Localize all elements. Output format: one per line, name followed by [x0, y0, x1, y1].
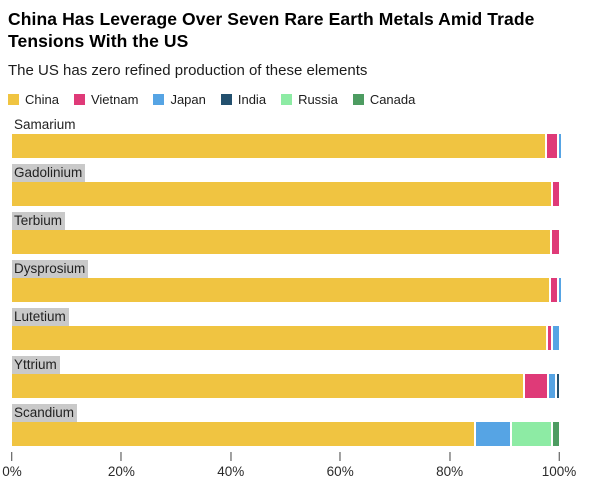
axis-tick-0pct: 0% — [2, 451, 22, 479]
category-label: Lutetium — [12, 307, 69, 326]
bar-row-terbium: Terbium — [8, 211, 590, 254]
legend-label: Russia — [298, 91, 338, 107]
legend-label: Japan — [170, 91, 206, 107]
stacked-bar — [12, 421, 559, 446]
bar-segment-china — [12, 373, 524, 398]
legend-label: Canada — [369, 91, 416, 107]
bar-segment-russia — [511, 421, 551, 446]
legend-item-china: China — [8, 92, 59, 107]
bar-segment-vietnam — [553, 181, 559, 206]
bar-segment-china — [12, 181, 552, 206]
stacked-bar — [12, 325, 559, 350]
tick-label: 100% — [541, 463, 577, 479]
legend-swatch-india — [220, 93, 232, 105]
category-label: Terbium — [12, 211, 66, 230]
legend-label: China — [25, 91, 59, 107]
category-label-line: Terbium — [8, 211, 590, 230]
bar-segment-china — [12, 421, 475, 446]
category-label-line: Scandium — [8, 403, 590, 422]
plot-area: Samarium Gadolinium Terbium Dysprosium Lutet… — [8, 116, 590, 446]
category-label-line: Dysprosium — [8, 259, 590, 278]
bar-segment-vietnam — [551, 277, 558, 302]
tick-mark — [120, 451, 122, 461]
bar-row-scandium: Scandium — [8, 403, 590, 446]
category-label-line: Samarium — [8, 116, 590, 134]
bar-segment-india — [556, 373, 559, 398]
chart-container: China Has Leverage Over Seven Rare Earth… — [2, 9, 590, 484]
bar-segment-japan — [559, 277, 562, 302]
tick-label: 40% — [217, 463, 245, 479]
legend-item-india: India — [220, 91, 267, 107]
axis-tick-60pct: 60% — [326, 451, 354, 479]
legend-swatch-china — [8, 93, 19, 105]
tick-label: 80% — [436, 463, 464, 479]
legend-label: Vietnam — [90, 91, 139, 107]
legend-label: India — [237, 91, 267, 107]
bar-segment-vietnam — [548, 325, 552, 350]
legend-item-russia: Russia — [281, 92, 338, 107]
bar-row-yttrium: Yttrium — [8, 355, 590, 398]
legend-swatch-vietnam — [73, 93, 85, 105]
category-label: Scandium — [12, 403, 78, 422]
tick-mark — [339, 451, 341, 461]
tick-mark — [11, 451, 13, 461]
tick-label: 60% — [326, 463, 354, 479]
tick-mark — [449, 451, 451, 461]
category-label-line: Lutetium — [8, 307, 590, 326]
legend-item-vietnam: Vietnam — [73, 91, 139, 107]
bar-segment-japan — [476, 421, 510, 446]
stacked-bar — [12, 133, 561, 158]
bar-segment-japan — [548, 373, 555, 398]
bar-segment-canada — [552, 421, 559, 446]
chart-subtitle: The US has zero refined production of th… — [8, 61, 368, 79]
bar-row-dysprosium: Dysprosium — [8, 259, 590, 302]
bar-segment-china — [12, 229, 551, 254]
stacked-bar — [12, 277, 562, 302]
bar-row-samarium: Samarium — [8, 116, 590, 158]
stacked-bar — [12, 373, 559, 398]
legend-swatch-russia — [281, 93, 293, 105]
tick-mark — [230, 451, 232, 461]
category-label-line: Yttrium — [8, 355, 590, 374]
legend: China Vietnam Japan India Russia Canada — [8, 92, 590, 107]
bar-segment-china — [12, 133, 546, 158]
bar-row-gadolinium: Gadolinium — [8, 163, 590, 206]
bar-segment-vietnam — [547, 133, 557, 158]
axis-tick-40pct: 40% — [217, 451, 245, 479]
legend-item-canada: Canada — [352, 91, 416, 107]
tick-mark — [558, 451, 560, 461]
x-axis: 0% 20% 40% 60% 80% 100% — [2, 451, 576, 484]
category-label: Dysprosium — [12, 259, 89, 278]
axis-tick-80pct: 80% — [436, 451, 464, 479]
bar-segment-vietnam — [525, 373, 547, 398]
tick-label: 0% — [2, 463, 22, 479]
bar-segment-vietnam — [552, 229, 559, 254]
bar-segment-china — [12, 277, 550, 302]
bar-segment-japan — [553, 325, 559, 350]
legend-swatch-canada — [352, 93, 364, 105]
category-label-line: Gadolinium — [8, 163, 590, 182]
category-label: Yttrium — [12, 355, 60, 374]
chart-title: China Has Leverage Over Seven Rare Earth… — [8, 9, 535, 52]
category-label: Samarium — [14, 116, 76, 132]
bar-segment-china — [12, 325, 547, 350]
category-label: Gadolinium — [12, 163, 86, 182]
axis-tick-20pct: 20% — [107, 451, 135, 479]
tick-label: 20% — [107, 463, 135, 479]
bar-row-lutetium: Lutetium — [8, 307, 590, 350]
legend-item-japan: Japan — [153, 91, 206, 107]
stacked-bar — [12, 181, 559, 206]
stacked-bar — [12, 229, 559, 254]
axis-tick-100pct: 100% — [541, 451, 577, 479]
legend-swatch-japan — [153, 93, 165, 105]
bar-segment-japan — [558, 133, 561, 158]
